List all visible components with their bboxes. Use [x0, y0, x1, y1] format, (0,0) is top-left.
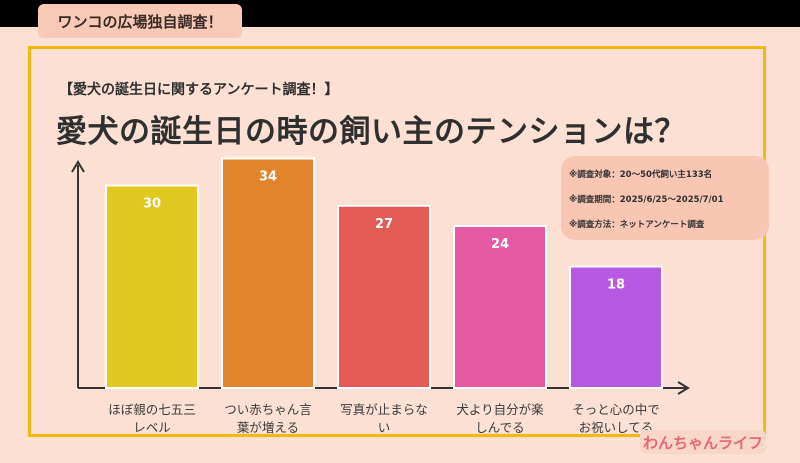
bar	[569, 265, 663, 389]
brand-logo: わんちゃんライフ	[640, 430, 766, 454]
bar	[105, 184, 199, 389]
bar-value-label: 27	[375, 217, 393, 232]
bars-group: 30 34 27 24 18	[105, 157, 663, 389]
survey-notes-box: ※調査対象：20〜50代飼い主133名 ※調査期間：2025/6/25〜2025…	[561, 156, 769, 240]
bar-value-label: 30	[143, 197, 161, 212]
bar	[453, 225, 547, 389]
bar	[221, 157, 315, 389]
y-axis-arrow	[71, 160, 85, 173]
category-label: つい赤ちゃん言	[224, 402, 312, 417]
survey-title: 愛犬の誕生日の時の飼い主のテンションは？	[56, 114, 686, 150]
note-period: ※調査期間：2025/6/25〜2025/7/01	[569, 195, 724, 205]
bar	[337, 204, 431, 389]
category-label: 写真が止まらな	[340, 402, 428, 417]
bar-value-label: 24	[491, 237, 509, 252]
category-label: レベル	[133, 420, 171, 435]
category-label: い	[378, 420, 391, 435]
survey-subtitle: 【愛犬の誕生日に関するアンケート調査！】	[59, 82, 339, 98]
note-method: ※調査方法：ネットアンケート調査	[569, 220, 705, 230]
note-target: ※調査対象：20〜50代飼い主133名	[569, 170, 713, 180]
category-label: ほぼ親の七五三	[108, 402, 196, 417]
category-label: 犬より自分が楽	[456, 402, 544, 417]
x-axis-arrow	[677, 381, 690, 395]
category-label: そっと心の中で	[572, 402, 660, 417]
category-label: しんでる	[475, 420, 524, 435]
bar-value-label: 34	[259, 170, 277, 185]
category-label: お祝いしてる	[579, 420, 654, 435]
header-tag: ワンコの広場独自調査！	[38, 4, 242, 38]
chart-frame	[28, 46, 766, 437]
bar-value-label: 18	[607, 278, 625, 293]
category-label: 葉が増える	[237, 420, 299, 435]
